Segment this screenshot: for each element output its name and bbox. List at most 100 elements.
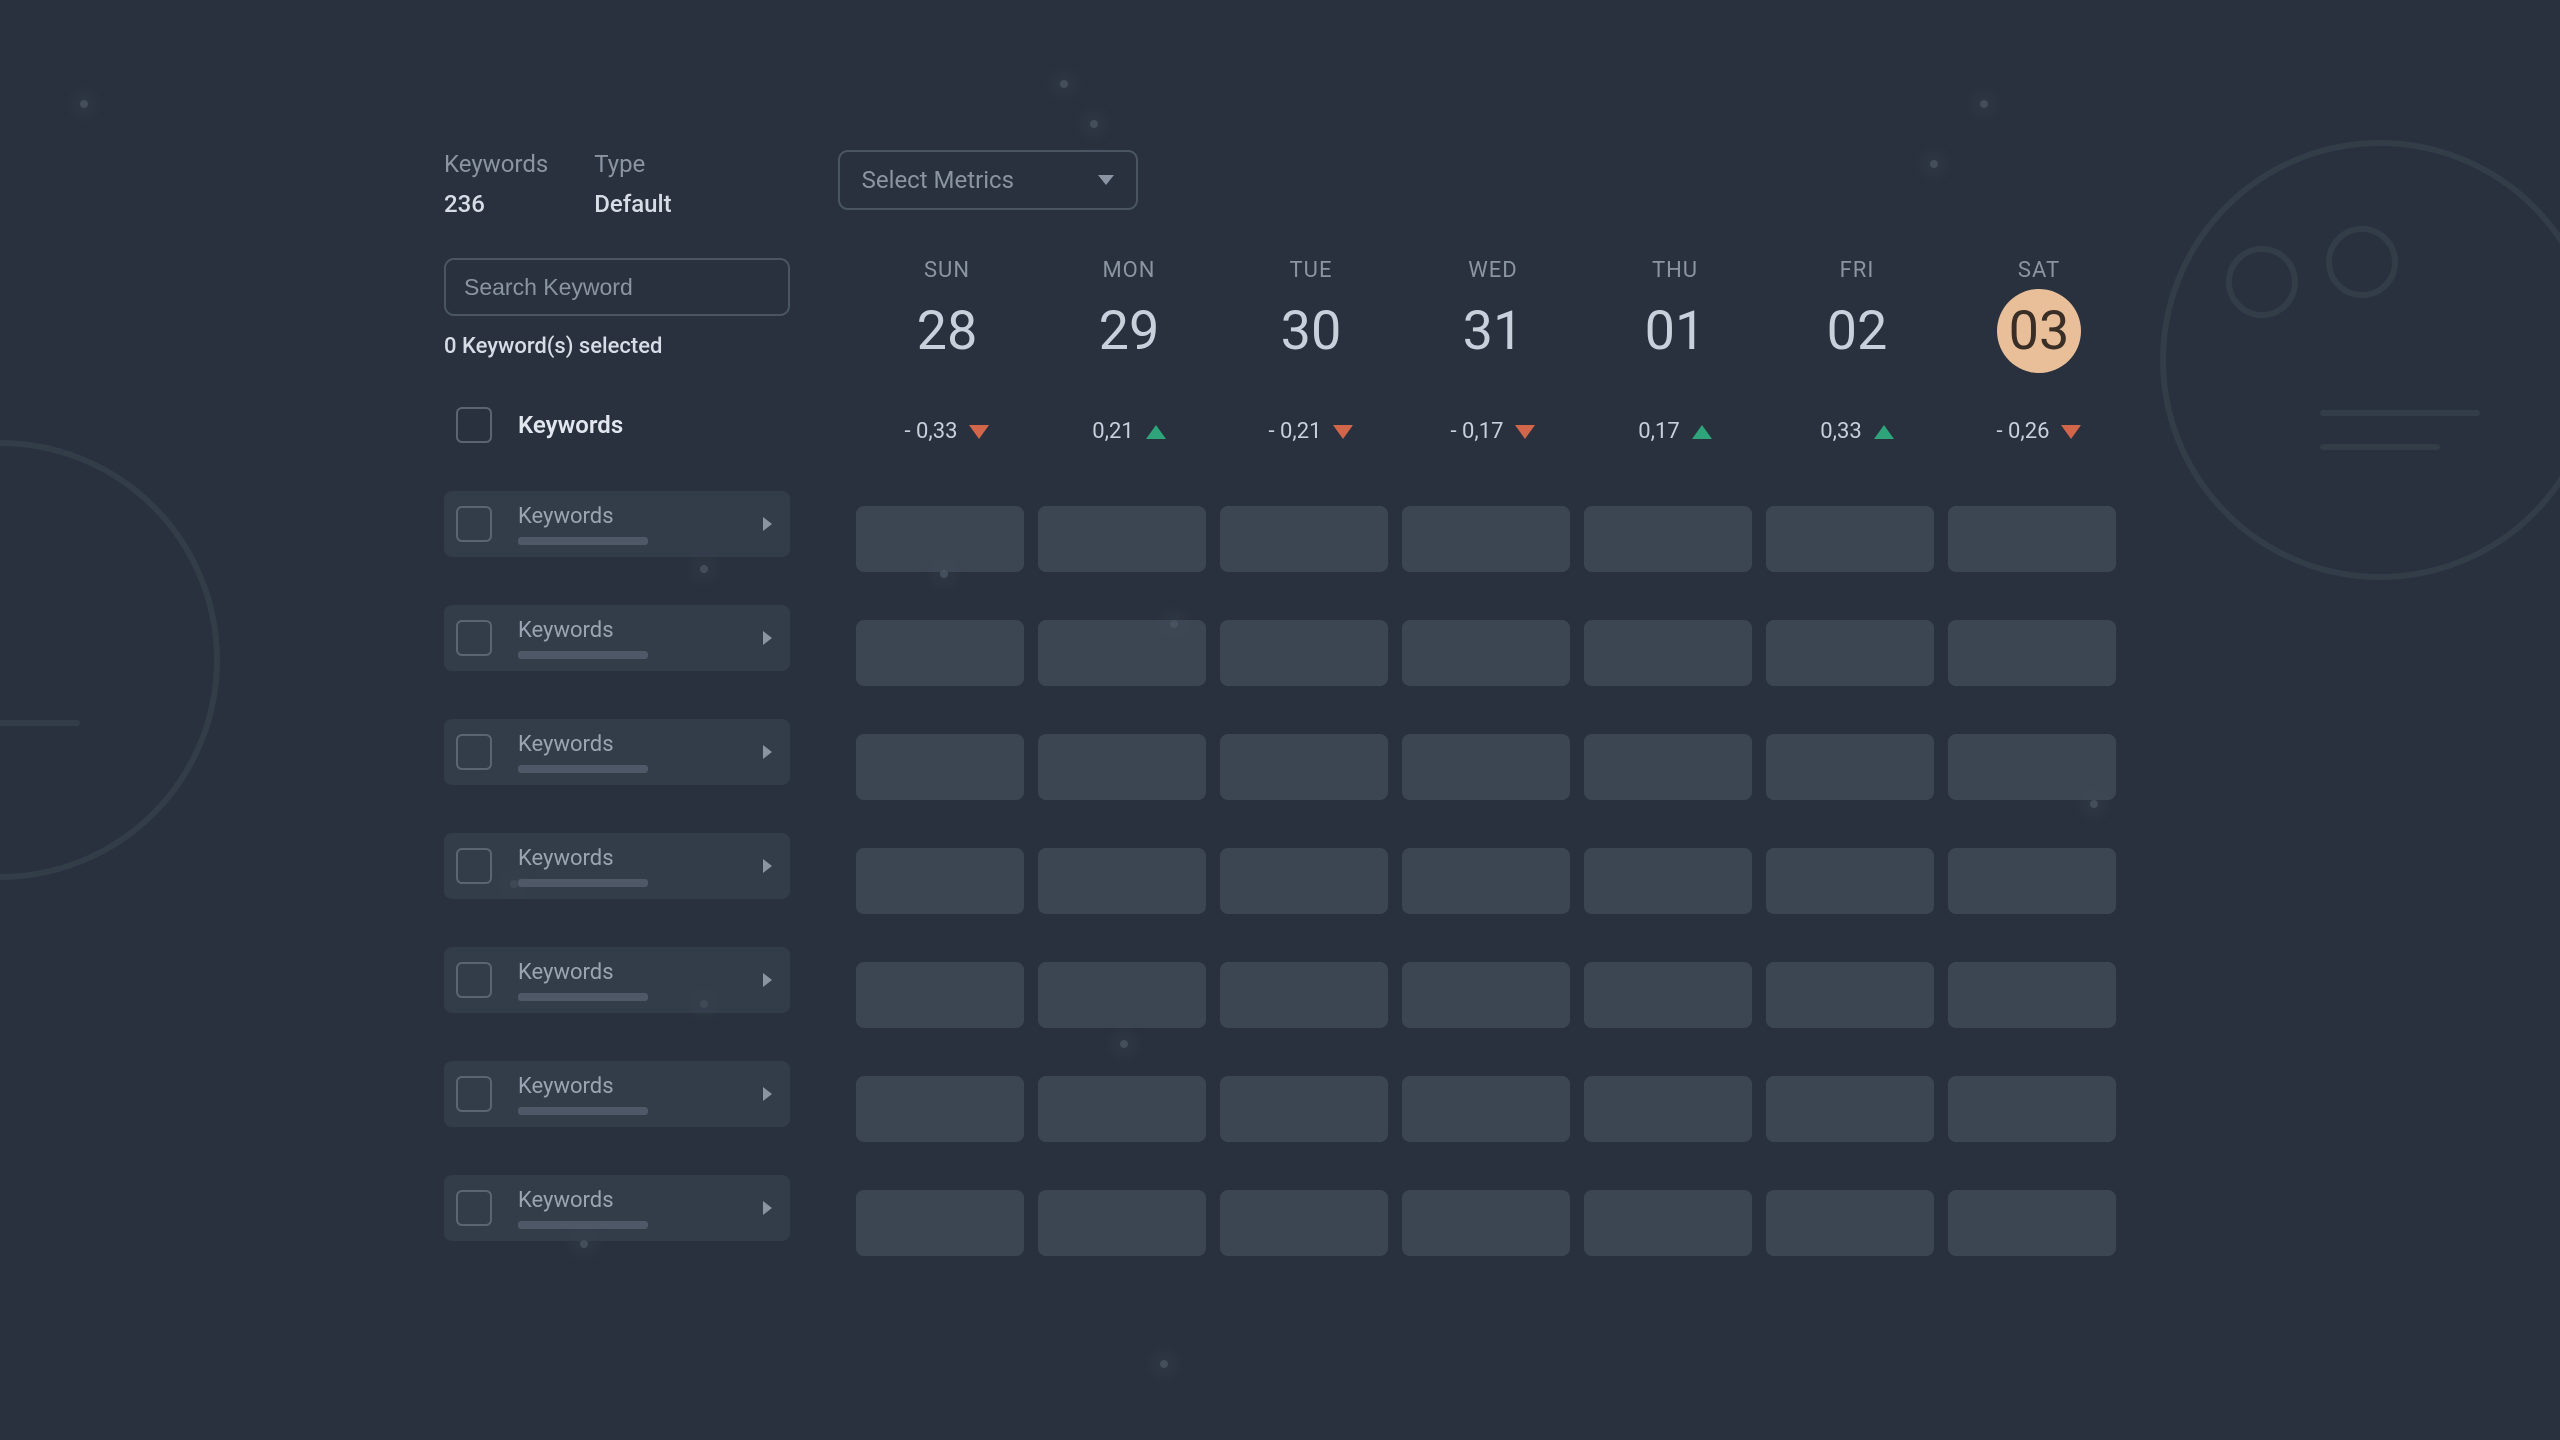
keyword-checkbox[interactable] xyxy=(456,506,492,542)
grid-cell[interactable] xyxy=(1766,506,1934,572)
keyword-row[interactable]: Keywords xyxy=(444,947,790,1013)
grid-cell[interactable] xyxy=(1948,848,2116,914)
chevron-down-icon xyxy=(1098,175,1114,185)
keyword-label: Keywords xyxy=(518,618,737,643)
grid-cell[interactable] xyxy=(1038,1190,1206,1256)
grid-row xyxy=(856,734,2130,800)
select-metrics-placeholder: Select Metrics xyxy=(862,166,1014,194)
grid-cell[interactable] xyxy=(856,848,1024,914)
search-box[interactable] xyxy=(444,258,790,316)
grid-cell[interactable] xyxy=(1402,962,1570,1028)
grid-cell[interactable] xyxy=(856,1076,1024,1142)
grid-row xyxy=(856,1076,2130,1142)
grid-cell[interactable] xyxy=(1402,734,1570,800)
grid-cell[interactable] xyxy=(1038,1076,1206,1142)
keyword-row[interactable]: Keywords xyxy=(444,491,790,557)
grid-cell[interactable] xyxy=(1948,506,2116,572)
grid-cell[interactable] xyxy=(1038,848,1206,914)
grid-cell[interactable] xyxy=(1220,734,1388,800)
grid-cell[interactable] xyxy=(1220,620,1388,686)
keywords-panel: Keywords 236 Type Default Select Metrics… xyxy=(444,150,2124,1289)
keyword-row[interactable]: Keywords xyxy=(444,1175,790,1241)
keyword-row[interactable]: Keywords xyxy=(444,833,790,899)
select-all-checkbox[interactable] xyxy=(456,407,492,443)
decorative-planet-right xyxy=(2160,140,2560,580)
grid-cell[interactable] xyxy=(1766,1076,1934,1142)
grid-cell[interactable] xyxy=(1584,620,1752,686)
keyword-checkbox[interactable] xyxy=(456,1076,492,1112)
grid-cell[interactable] xyxy=(1220,1076,1388,1142)
grid-cell[interactable] xyxy=(1038,620,1206,686)
keyword-text: Keywords xyxy=(518,960,737,1001)
grid-cell[interactable] xyxy=(1402,1076,1570,1142)
grid-cell[interactable] xyxy=(1220,1190,1388,1256)
day-column[interactable]: MON290,21 xyxy=(1038,258,1220,444)
grid-cell[interactable] xyxy=(1948,734,2116,800)
grid-cell[interactable] xyxy=(1038,506,1206,572)
grid-row xyxy=(856,620,2130,686)
day-column[interactable]: TUE30- 0,21 xyxy=(1220,258,1402,444)
grid-cell[interactable] xyxy=(1948,1190,2116,1256)
grid-cell[interactable] xyxy=(1948,620,2116,686)
chevron-right-icon xyxy=(763,745,772,759)
star-decoration xyxy=(1980,100,1988,108)
grid-cell[interactable] xyxy=(1948,962,2116,1028)
grid-cell[interactable] xyxy=(1766,620,1934,686)
day-metric: 0,17 xyxy=(1638,419,1711,444)
grid-cell[interactable] xyxy=(1402,848,1570,914)
day-column[interactable]: FRI020,33 xyxy=(1766,258,1948,444)
keyword-checkbox[interactable] xyxy=(456,1190,492,1226)
grid-cell[interactable] xyxy=(1766,848,1934,914)
grid-cell[interactable] xyxy=(1584,734,1752,800)
day-number: 29 xyxy=(1087,289,1171,373)
grid-cell[interactable] xyxy=(1584,1190,1752,1256)
grid-cell[interactable] xyxy=(1038,962,1206,1028)
keyword-row[interactable]: Keywords xyxy=(444,719,790,785)
keyword-checkbox[interactable] xyxy=(456,734,492,770)
grid-cell[interactable] xyxy=(1584,1076,1752,1142)
chevron-right-icon xyxy=(763,973,772,987)
grid-cell[interactable] xyxy=(1402,506,1570,572)
grid-cell[interactable] xyxy=(1220,506,1388,572)
grid-cell[interactable] xyxy=(856,962,1024,1028)
day-column[interactable]: WED31- 0,17 xyxy=(1402,258,1584,444)
grid-row xyxy=(856,848,2130,914)
keyword-bar xyxy=(518,879,648,887)
star-decoration xyxy=(1160,1360,1168,1368)
grid-cell[interactable] xyxy=(856,506,1024,572)
select-metrics-dropdown[interactable]: Select Metrics xyxy=(838,150,1138,210)
grid-cell[interactable] xyxy=(856,1190,1024,1256)
keyword-checkbox[interactable] xyxy=(456,962,492,998)
grid-cell[interactable] xyxy=(856,734,1024,800)
day-number: 03 xyxy=(1997,289,2081,373)
day-column[interactable]: SUN28- 0,33 xyxy=(856,258,1038,444)
search-input[interactable] xyxy=(464,274,760,301)
grid-cell[interactable] xyxy=(1766,734,1934,800)
grid-row xyxy=(856,506,2130,572)
grid-cell[interactable] xyxy=(1948,1076,2116,1142)
keyword-bar xyxy=(518,651,648,659)
grid-cell[interactable] xyxy=(1220,848,1388,914)
grid-cell[interactable] xyxy=(1584,506,1752,572)
trend-up-icon xyxy=(1692,425,1712,439)
grid-cell[interactable] xyxy=(1584,962,1752,1028)
grid-cell[interactable] xyxy=(1038,734,1206,800)
meta-keywords-value: 236 xyxy=(444,190,548,218)
keyword-row[interactable]: Keywords xyxy=(444,1061,790,1127)
keyword-label: Keywords xyxy=(518,732,737,757)
day-column[interactable]: THU010,17 xyxy=(1584,258,1766,444)
keyword-text: Keywords xyxy=(518,1188,737,1229)
grid-cell[interactable] xyxy=(856,620,1024,686)
grid-cell[interactable] xyxy=(1402,620,1570,686)
grid-cell[interactable] xyxy=(1766,962,1934,1028)
grid-cell[interactable] xyxy=(1220,962,1388,1028)
keyword-checkbox[interactable] xyxy=(456,620,492,656)
grid-cell[interactable] xyxy=(1584,848,1752,914)
keyword-row[interactable]: Keywords xyxy=(444,605,790,671)
grid-cell[interactable] xyxy=(1766,1190,1934,1256)
day-column[interactable]: SAT03- 0,26 xyxy=(1948,258,2130,444)
keyword-checkbox[interactable] xyxy=(456,848,492,884)
keyword-label: Keywords xyxy=(518,1188,737,1213)
grid-cell[interactable] xyxy=(1402,1190,1570,1256)
select-all-row[interactable]: Keywords xyxy=(444,407,790,443)
